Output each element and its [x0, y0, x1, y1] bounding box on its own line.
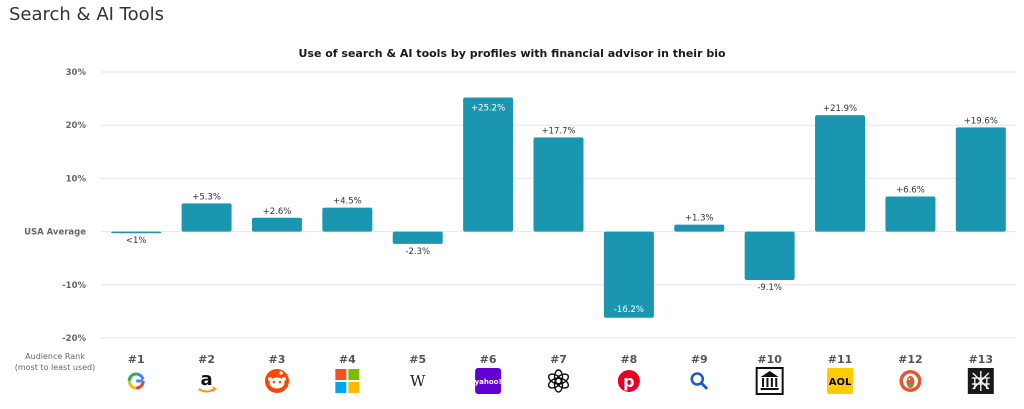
rank-label: #1 [128, 353, 145, 366]
rank-label: #13 [969, 353, 994, 366]
svg-text:W: W [410, 372, 426, 390]
y-tick-label: 30% [66, 68, 87, 78]
y-tick-label: 10% [66, 174, 87, 184]
value-label: +21.9% [823, 104, 857, 114]
yahoo-icon: yahoo! [475, 368, 502, 394]
aol-icon: AOL [827, 368, 854, 394]
svg-text:yahoo!: yahoo! [475, 378, 502, 386]
google-icon [127, 372, 145, 390]
search-icon [690, 372, 708, 390]
duckduckgo-icon [899, 370, 922, 392]
rank-label: #6 [480, 353, 497, 366]
value-label: +19.6% [964, 116, 998, 126]
bar [955, 127, 1006, 232]
rank-label: #8 [620, 353, 637, 366]
bar [815, 115, 866, 232]
y-tick-label: -10% [62, 281, 86, 291]
y-tick-label: -20% [62, 334, 86, 344]
bars [111, 97, 1006, 318]
rank-label: #11 [828, 353, 853, 366]
page-heading: Search & AI Tools [9, 4, 165, 25]
value-label: +5.3% [192, 192, 221, 202]
y-tick-label: 20% [66, 121, 87, 131]
perplexity-icon [967, 368, 994, 394]
bar [251, 217, 302, 232]
value-label: +2.6% [263, 207, 292, 217]
bar [463, 97, 514, 232]
value-label: +25.2% [471, 104, 505, 114]
value-label: -9.1% [757, 283, 782, 293]
bar [885, 196, 936, 232]
value-label: <1% [126, 236, 147, 246]
bank-icon [755, 367, 784, 395]
svg-text:p: p [623, 372, 634, 391]
bar [744, 231, 795, 281]
value-labels: <1% +5.3% +2.6% +4.5% -2.3% +25.2% +17.7% -16.2… [126, 104, 998, 315]
value-label: +6.6% [896, 185, 925, 195]
rank-caption-line2: (most to least used) [14, 363, 96, 372]
bar [392, 231, 443, 244]
bar [603, 231, 654, 318]
microsoft-icon [335, 369, 360, 393]
rank-label: #12 [898, 353, 923, 366]
rank-label: #2 [198, 353, 215, 366]
value-label: +17.7% [541, 126, 575, 136]
value-label: +4.5% [333, 197, 362, 207]
bar [111, 231, 162, 234]
chatgpt-icon [547, 369, 570, 393]
rank-label: #10 [757, 353, 782, 366]
value-label: -16.2% [614, 305, 644, 315]
amazon-icon: a [198, 369, 217, 393]
rank-caption-line1: Audience Rank [25, 352, 85, 361]
bar [322, 207, 373, 232]
y-axis-ticks: 30% 20% 10% USA Average -10% -20% [24, 68, 86, 344]
value-label: +1.3% [685, 214, 714, 224]
pinterest-icon: p [617, 370, 640, 392]
bar [181, 203, 232, 232]
wikipedia-icon: W [410, 372, 426, 390]
rank-caption: Audience Rank (most to least used) [0, 351, 110, 373]
svg-text:AOL: AOL [829, 377, 852, 388]
y-tick-label: USA Average [24, 228, 86, 238]
reddit-icon [264, 369, 289, 393]
value-label: -2.3% [405, 247, 430, 257]
rank-labels: #1 #2 #3 #4 #5 #6 #7 #8 #9 #10 #11 #12 #13 [128, 353, 993, 366]
rank-label: #5 [409, 353, 426, 366]
bar [533, 137, 584, 232]
rank-label: #9 [691, 353, 708, 366]
rank-label: #3 [269, 353, 286, 366]
svg-text:a: a [200, 369, 212, 390]
bar [674, 224, 725, 232]
chart-title: Use of search & AI tools by profiles wit… [298, 47, 726, 60]
rank-label: #7 [550, 353, 567, 366]
rank-label: #4 [339, 353, 356, 366]
